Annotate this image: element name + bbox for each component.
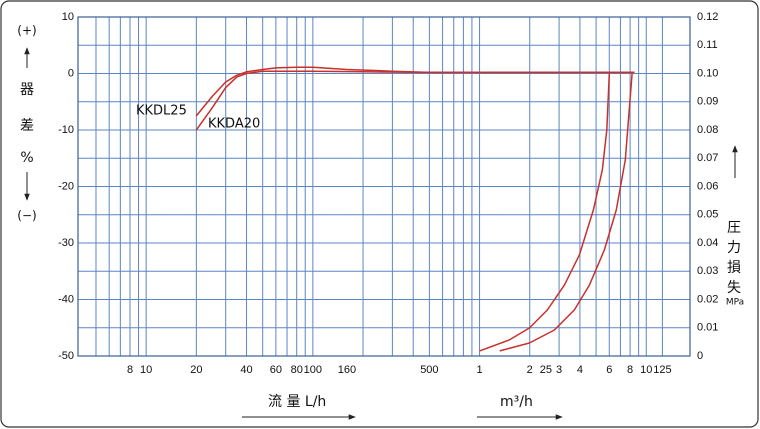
series-line <box>499 73 633 352</box>
y2-tick-label: 0.02 <box>697 293 718 305</box>
y2-label: 力 <box>727 240 741 256</box>
x-tick-label: 500 <box>420 364 438 376</box>
x-tick-label: 60 <box>270 364 282 376</box>
y-label-top: (+) <box>17 24 36 38</box>
y-tick-label: -40 <box>58 293 74 305</box>
y2-tick-label: 0.07 <box>697 152 718 164</box>
x-tick-label: 100 <box>304 364 322 376</box>
x-tick-label: 6 <box>606 364 612 376</box>
x-tick-label: 40 <box>240 364 252 376</box>
y2-tick-label: 0.12 <box>697 11 718 23</box>
y2-tick-label: 0.05 <box>697 209 718 221</box>
x-tick-label: 8 <box>127 364 133 376</box>
plot-border <box>77 16 691 357</box>
x-tick-label: 2 <box>527 364 533 376</box>
y-label: 差 <box>20 118 34 134</box>
y-tick-label: -10 <box>58 124 74 136</box>
series-line <box>479 73 611 352</box>
y2-tick-label: 0.01 <box>697 322 718 334</box>
y2-label: 圧 <box>727 220 741 236</box>
x-tick-label: 125 <box>653 364 671 376</box>
y2-tick-label: 0.09 <box>697 96 718 108</box>
y2-label: 損 <box>727 260 741 276</box>
y-tick-label: 10 <box>62 11 74 23</box>
series-label: KKDA20 <box>208 117 260 132</box>
x-tick-label: 1 <box>476 364 482 376</box>
x-tick-label: 10 <box>640 364 652 376</box>
series-line <box>195 70 635 131</box>
x-tick-label: 80 <box>291 364 303 376</box>
y-label: % <box>20 150 33 166</box>
y2-tick-label: 0.08 <box>697 124 718 136</box>
x-tick-label: 20 <box>190 364 202 376</box>
x-tick-label: 8 <box>627 364 633 376</box>
y2-tick-label: 0.11 <box>697 39 718 51</box>
y2-tick-label: 0.06 <box>697 180 718 192</box>
y-tick-label: -50 <box>58 350 74 362</box>
x-tick-label: 4 <box>577 364 583 376</box>
y-tick-label: -20 <box>58 180 74 192</box>
x2-label: m³/h <box>500 394 533 410</box>
x-label: 流 量 L/h <box>268 394 326 410</box>
y2-tick-label: 0.03 <box>697 265 718 277</box>
y-label: 器 <box>20 82 34 98</box>
x-tick-label: 10 <box>140 364 152 376</box>
y2-tick-label: 0.10 <box>697 67 718 79</box>
series-label: KKDL25 <box>136 104 187 119</box>
x-tick-label: 3 <box>556 364 562 376</box>
y2-unit: MPa <box>726 298 744 308</box>
x-tick-label: 25 <box>540 364 552 376</box>
y-tick-label: -30 <box>58 237 74 249</box>
y-tick-label: 0 <box>68 67 74 79</box>
x-tick-label: 160 <box>338 364 356 376</box>
y-label-bottom: (−) <box>17 209 36 223</box>
y2-label: 失 <box>727 280 741 296</box>
y2-tick-label: 0.04 <box>697 237 718 249</box>
y2-tick-label: 0 <box>697 350 703 362</box>
